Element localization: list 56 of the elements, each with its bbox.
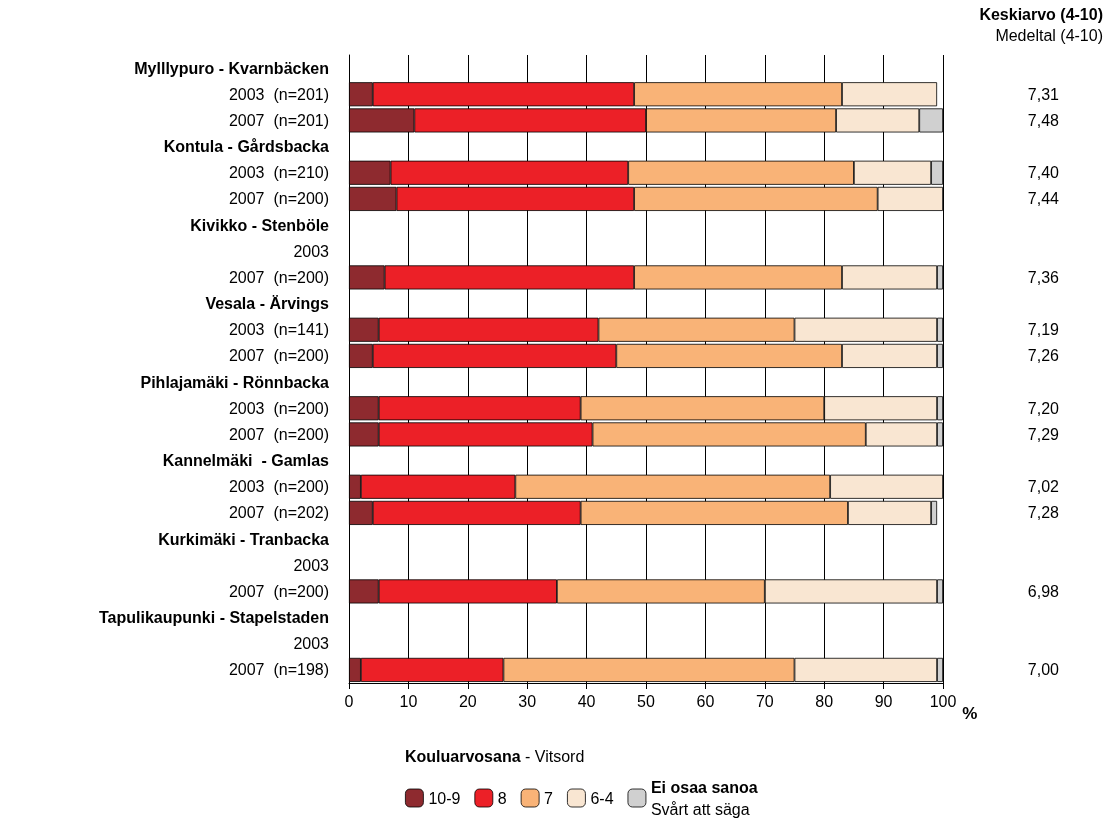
y2-tick-label: 7,28 xyxy=(1027,504,1060,522)
legend-label: 8 xyxy=(497,789,507,807)
legend-label: 6-4 xyxy=(590,789,614,807)
y2-tick-label: 7,00 xyxy=(1027,661,1060,679)
y2-tick-label: 7,26 xyxy=(1027,347,1060,365)
x-tick-label: 0 xyxy=(344,692,354,710)
x-tick-label: 90 xyxy=(874,692,893,710)
x-tick-label: 30 xyxy=(518,692,537,710)
y2-tick-label: 7,29 xyxy=(1027,425,1060,443)
y2-tick-label: 7,31 xyxy=(1027,85,1060,103)
x-tick-label: 40 xyxy=(577,692,596,710)
y-tick-label: 2003 (n=141) xyxy=(228,321,329,339)
y-tick-label: Mylllypuro - Kvarnbäcken xyxy=(134,59,329,77)
y-tick-label: 2007 (n=200) xyxy=(228,582,329,600)
y-tick-label: 2007 (n=202) xyxy=(228,504,329,522)
x-tick-label: 70 xyxy=(755,692,774,710)
y-tick-label: Kivikko - Stenböle xyxy=(190,216,330,234)
y2-tick-label: 6,98 xyxy=(1027,582,1060,600)
y-tick-label: Vesala - Ärvings xyxy=(205,295,330,313)
y-tick-label: Kurkimäki - Tranbacka xyxy=(158,530,330,548)
y-tick-label: 2007 (n=200) xyxy=(228,190,329,208)
x-tick-label: 10 xyxy=(399,692,418,710)
y2-tick-label: 7,19 xyxy=(1027,321,1060,339)
legend-label: Ei osaa sanoa Svårt att säga xyxy=(650,778,758,818)
y-tick-label: Kannelmäki - Gamlas xyxy=(162,452,330,470)
y-tick-label: 2007 (n=198) xyxy=(228,661,329,679)
y-tick-label: 2003 (n=200) xyxy=(228,399,329,417)
y-tick-label: 2007 (n=200) xyxy=(228,425,329,443)
y-tick-label: 2003 xyxy=(293,242,330,260)
y-tick-label: 2003 xyxy=(293,635,330,653)
x-tick-label: 100 xyxy=(929,692,957,710)
y-tick-label: 2007 (n=200) xyxy=(228,268,329,286)
legend-label: 7 xyxy=(544,789,554,807)
y2-axis-title: Keskiarvo (4-10) Medeltal (4-10) xyxy=(979,5,1103,44)
x-tick-label: 80 xyxy=(815,692,834,710)
y-tick-label: Tapulikaupunki - Stapelstaden xyxy=(99,609,329,627)
y-tick-label: 2003 xyxy=(293,556,330,574)
x-tick-label: 60 xyxy=(696,692,715,710)
y-tick-label: Kontula - Gårdsbacka xyxy=(163,138,330,156)
y2-tick-label: 7,40 xyxy=(1027,164,1060,182)
y2-tick-label: 7,44 xyxy=(1027,190,1060,208)
y2-tick-label: 7,48 xyxy=(1027,111,1060,129)
y2-tick-label: 7,20 xyxy=(1027,399,1060,417)
y2-tick-label: 7,02 xyxy=(1027,478,1060,496)
y-tick-label: 2007 (n=200) xyxy=(228,347,329,365)
y-tick-label: Pihlajamäki - Rönnbacka xyxy=(140,373,330,391)
legend-title: Kouluarvosana - Vitsord xyxy=(405,747,585,765)
y-tick-label: 2003 (n=200) xyxy=(228,478,329,496)
y-tick-label: 2007 (n=201) xyxy=(228,111,329,129)
legend-label: 10-9 xyxy=(428,789,461,807)
y-tick-label: 2003 (n=210) xyxy=(228,164,329,182)
y2-tick-label: 7,36 xyxy=(1027,268,1060,286)
x-tick-label: 20 xyxy=(458,692,477,710)
x-tick-label: 50 xyxy=(637,692,655,710)
x-axis-title: % xyxy=(962,704,978,723)
y-tick-label: 2003 (n=201) xyxy=(228,85,329,103)
